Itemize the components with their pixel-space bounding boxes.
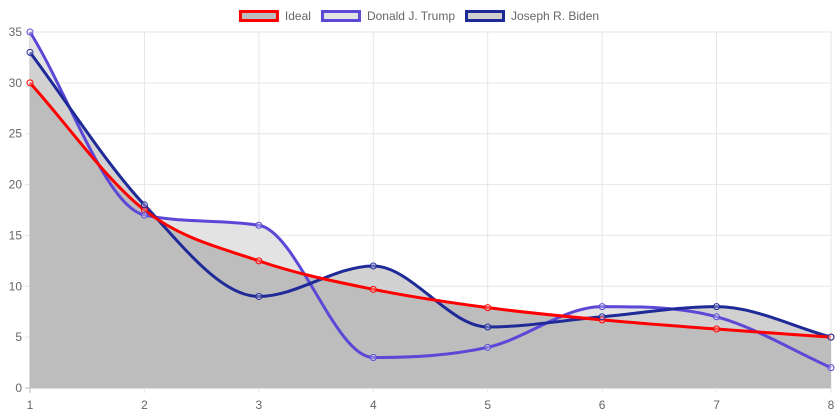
data-point[interactable] xyxy=(713,313,721,321)
series-lines xyxy=(28,31,832,370)
data-point[interactable] xyxy=(26,48,34,56)
legend-item[interactable]: Joseph R. Biden xyxy=(465,9,600,23)
data-point[interactable] xyxy=(484,323,492,331)
data-point[interactable] xyxy=(26,28,34,36)
data-point[interactable] xyxy=(484,304,492,312)
y-tick-label: 0 xyxy=(15,381,22,395)
data-point[interactable] xyxy=(713,303,721,311)
x-tick-label: 1 xyxy=(27,398,34,412)
data-point[interactable] xyxy=(140,201,148,209)
x-tick-label: 6 xyxy=(599,398,606,412)
series-points xyxy=(26,28,835,372)
data-point[interactable] xyxy=(484,343,492,351)
x-tick-label: 7 xyxy=(713,398,720,412)
legend-label: Ideal xyxy=(285,9,311,23)
y-tick-label: 15 xyxy=(9,228,23,242)
y-tick-label: 20 xyxy=(9,178,23,192)
legend-item[interactable]: Donald J. Trump xyxy=(320,9,455,23)
y-tick-label: 25 xyxy=(9,127,23,141)
data-point[interactable] xyxy=(369,353,377,361)
legend-label: Joseph R. Biden xyxy=(511,9,599,23)
x-tick-label: 4 xyxy=(370,398,377,412)
x-tick-label: 8 xyxy=(828,398,835,412)
legend[interactable]: Ideal Donald J. Trump Joseph R. Biden xyxy=(238,9,600,23)
tick-labels: 0 5 10 15 20 25 30 35 1 2 3 4 5 6 7 8 xyxy=(9,25,835,412)
series-area xyxy=(30,82,831,388)
data-point[interactable] xyxy=(26,79,34,87)
data-point[interactable] xyxy=(827,364,835,372)
data-point[interactable] xyxy=(255,221,263,229)
legend-item[interactable]: Ideal xyxy=(238,9,311,23)
y-tick-label: 30 xyxy=(9,76,23,90)
series-line xyxy=(28,31,832,370)
x-tick-label: 5 xyxy=(484,398,491,412)
x-tick-label: 2 xyxy=(141,398,148,412)
legend-swatch xyxy=(465,10,506,22)
data-point[interactable] xyxy=(140,206,148,214)
data-point[interactable] xyxy=(255,257,263,265)
series-line xyxy=(28,81,832,339)
data-point[interactable] xyxy=(369,262,377,270)
data-point[interactable] xyxy=(598,303,606,311)
series-line xyxy=(28,51,832,339)
y-tick-label: 10 xyxy=(9,279,23,293)
series-fills xyxy=(30,32,831,388)
data-point[interactable] xyxy=(140,211,148,219)
x-tick-label: 3 xyxy=(256,398,263,412)
data-point[interactable] xyxy=(827,333,835,341)
legend-swatch xyxy=(320,10,361,22)
legend-swatch xyxy=(238,10,279,22)
legend-label: Donald J. Trump xyxy=(367,9,455,23)
data-point[interactable] xyxy=(598,313,606,321)
y-tick-label: 35 xyxy=(9,25,23,39)
data-point[interactable] xyxy=(255,292,263,300)
y-tick-label: 5 xyxy=(15,330,22,344)
data-point[interactable] xyxy=(369,285,377,293)
data-point[interactable] xyxy=(713,325,721,333)
